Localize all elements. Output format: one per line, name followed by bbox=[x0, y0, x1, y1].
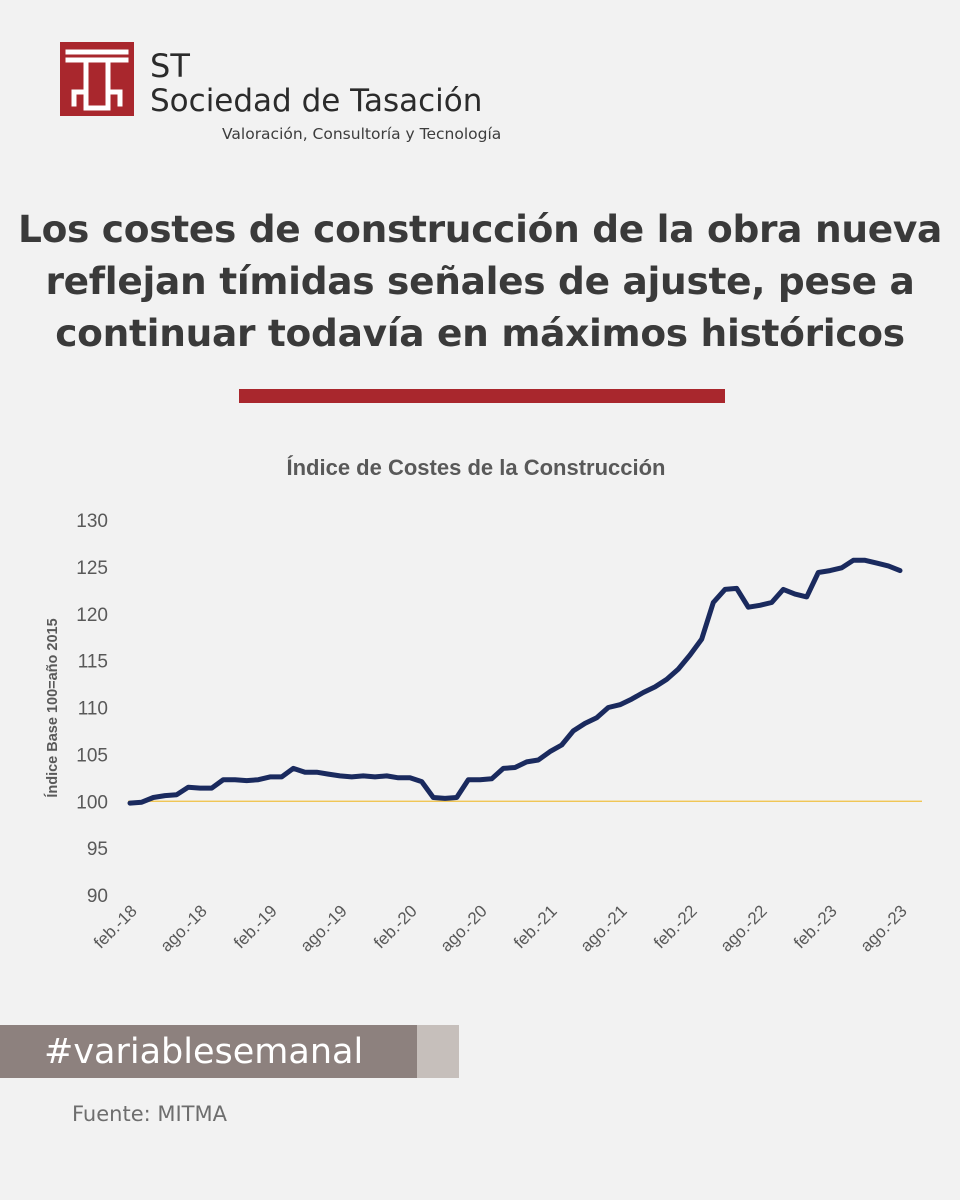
x-tick-label: feb.-23 bbox=[790, 901, 841, 952]
y-tick-label: 120 bbox=[76, 605, 108, 626]
x-tick-label: ago.-21 bbox=[577, 901, 631, 955]
y-tick-label: 130 bbox=[76, 511, 108, 532]
logo-tagline: Valoración, Consultoría y Tecnología bbox=[222, 125, 502, 143]
headline-divider bbox=[239, 389, 725, 403]
hashtag-label: #variablesemanal bbox=[44, 1032, 364, 1072]
y-tick-label: 105 bbox=[76, 745, 108, 766]
x-tick-label: ago.-22 bbox=[717, 901, 771, 955]
chart-title: Índice de Costes de la Construcción bbox=[286, 455, 666, 480]
headline: Los costes de construcción de la obra nu… bbox=[0, 203, 960, 359]
logo-company-name: Sociedad de Tasación bbox=[150, 83, 483, 119]
source-note: Fuente: MITMA bbox=[72, 1102, 227, 1126]
x-tick-label: feb.-20 bbox=[370, 901, 421, 952]
x-tick-label: ago.-23 bbox=[857, 901, 911, 955]
hashtag-band bbox=[0, 1025, 417, 1078]
x-tick-label: feb.-18 bbox=[90, 901, 141, 952]
series-line bbox=[127, 557, 903, 806]
y-tick-label: 95 bbox=[87, 839, 108, 860]
x-tick-label: feb.-22 bbox=[650, 901, 701, 952]
line-chart: 90 95 100 105 110 115 120 125 130 feb.-18 ago.-18 f… bbox=[76, 511, 922, 956]
headline-line-1: Los costes de construcción de la obra nu… bbox=[17, 207, 943, 251]
y-tick-label: 100 bbox=[76, 792, 108, 813]
y-tick-label: 125 bbox=[76, 558, 108, 579]
x-tick-label: ago.-18 bbox=[157, 901, 211, 955]
hashtag-accent bbox=[417, 1025, 459, 1078]
x-tick-label: ago.-19 bbox=[297, 901, 351, 955]
y-tick-label: 90 bbox=[87, 886, 108, 907]
y-tick-label: 115 bbox=[78, 652, 108, 673]
x-tick-label: feb.-21 bbox=[510, 901, 561, 952]
logo-short-name: ST bbox=[150, 47, 190, 85]
headline-line-2: reflejan tímidas señales de ajuste, pese… bbox=[45, 259, 915, 303]
y-tick-label: 110 bbox=[78, 699, 108, 720]
x-tick-label: ago.-20 bbox=[437, 901, 491, 955]
sociedad-tasacion-logo-icon bbox=[60, 42, 134, 116]
x-tick-label: feb.-19 bbox=[230, 901, 281, 952]
headline-line-3: continuar todavía en máximos históricos bbox=[55, 311, 905, 355]
